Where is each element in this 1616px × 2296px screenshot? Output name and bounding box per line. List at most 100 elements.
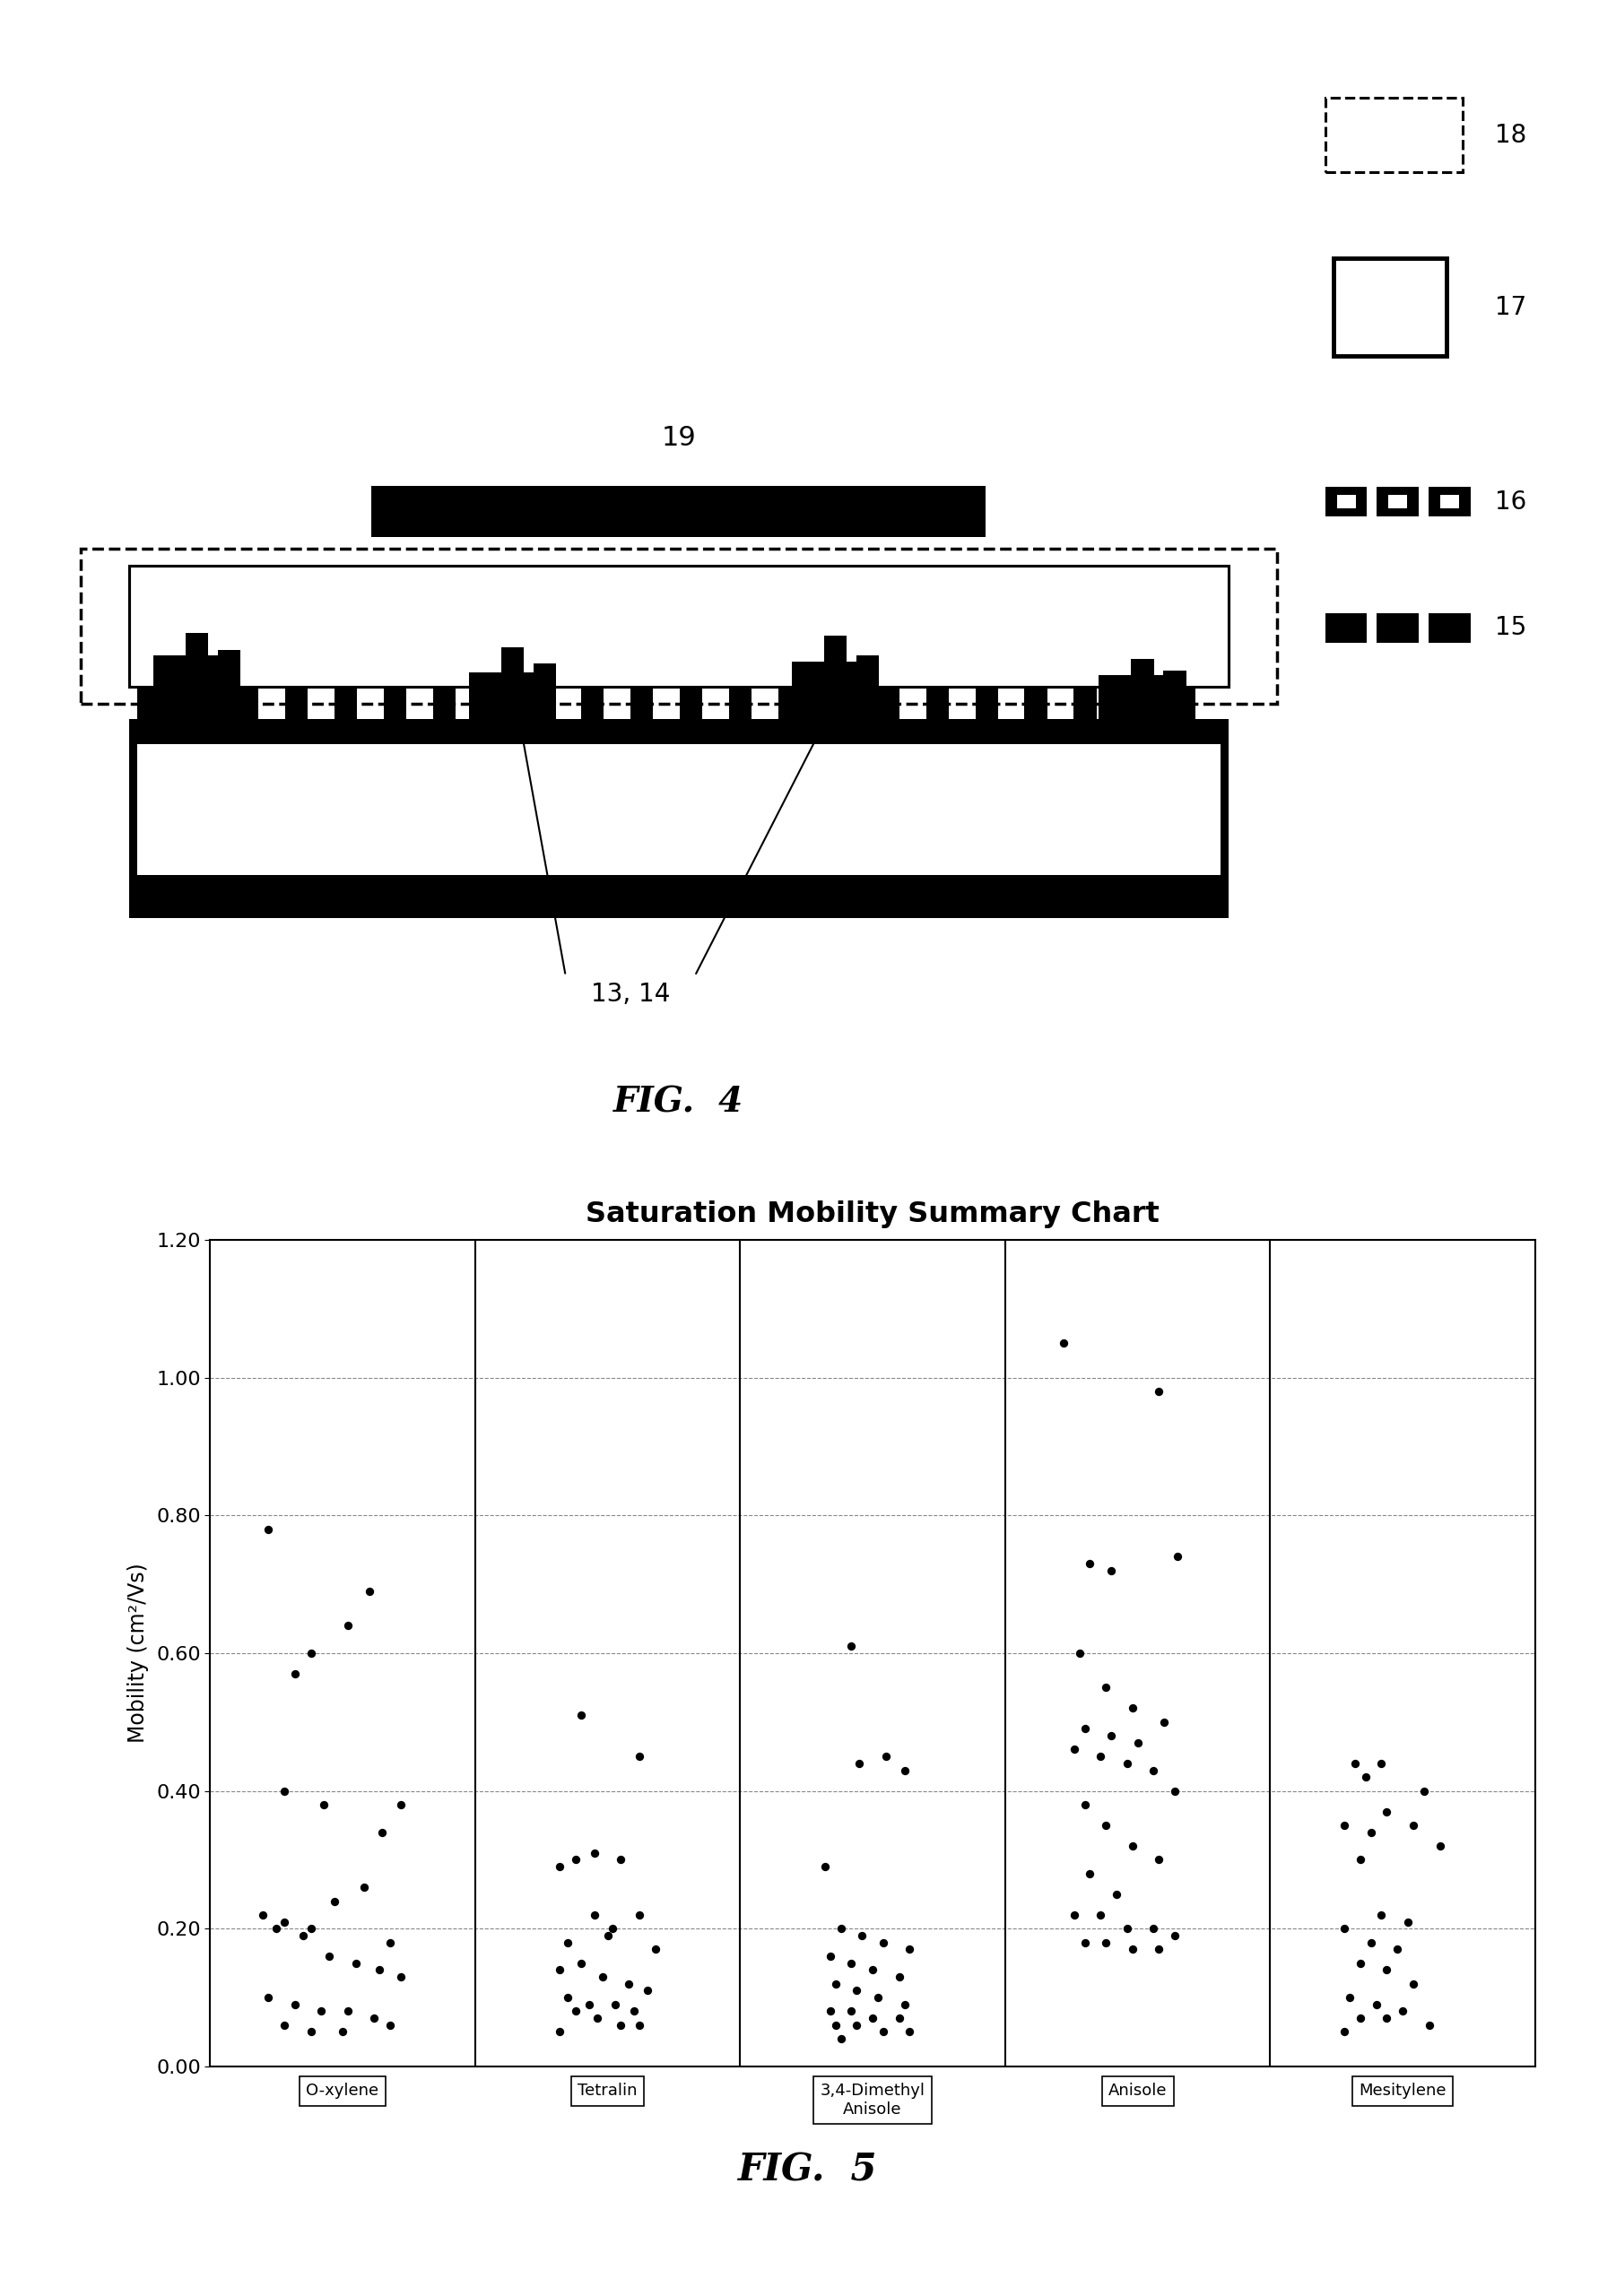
Bar [385, 687, 407, 719]
Bar [1099, 675, 1186, 719]
Point [1099, 1552, 1125, 1589]
Point [608, 1841, 633, 1878]
Bar [335, 687, 357, 719]
Point [1141, 1752, 1167, 1789]
Point [378, 1924, 404, 1961]
Bar [501, 647, 524, 719]
Bar [1025, 687, 1047, 719]
Bar [187, 687, 210, 719]
Bar [218, 650, 241, 719]
Bar [532, 687, 554, 719]
Point [317, 1938, 343, 1975]
Bar [926, 687, 949, 719]
Point [546, 2014, 572, 2050]
Point [860, 1952, 886, 1988]
Point [281, 1986, 307, 2023]
Point [897, 2014, 923, 2050]
Point [582, 1896, 608, 1933]
Bar [976, 687, 997, 719]
Point [1120, 1931, 1146, 1968]
Point [554, 1924, 580, 1961]
Point [839, 1628, 865, 1665]
Text: 19: 19 [661, 425, 696, 450]
Bar [680, 687, 703, 719]
Bar [483, 687, 506, 719]
Point [1348, 1841, 1374, 1878]
Point [1374, 2000, 1399, 2037]
Point [603, 1986, 629, 2023]
Point [818, 1938, 844, 1975]
Bar [1025, 687, 1047, 719]
Point [1416, 2007, 1441, 2043]
Point [378, 2007, 404, 2043]
Point [546, 1848, 572, 1885]
Bar [1131, 659, 1154, 719]
Point [1162, 1917, 1188, 1954]
Point [297, 2014, 323, 2050]
Title: Saturation Mobility Summary Chart: Saturation Mobility Summary Chart [585, 1201, 1160, 1228]
Point [1088, 1896, 1113, 1933]
Point [1411, 1773, 1437, 1809]
Point [823, 1965, 848, 2002]
Bar [1131, 659, 1154, 719]
Point [367, 1952, 393, 1988]
Point [1385, 1931, 1411, 1968]
Point [1092, 1807, 1118, 1844]
Point [554, 1979, 580, 2016]
Point [1341, 1745, 1367, 1782]
Point [1120, 1690, 1146, 1727]
Point [827, 2020, 853, 2057]
Bar [433, 687, 456, 719]
Point [811, 1848, 837, 1885]
Bar [792, 661, 814, 719]
Bar [1172, 687, 1194, 719]
Text: 17: 17 [1495, 296, 1527, 319]
Point [595, 1917, 621, 1954]
Bar [779, 687, 802, 719]
Bar [187, 687, 210, 719]
Bar [1440, 496, 1459, 507]
Point [1050, 1325, 1076, 1362]
Bar [335, 687, 357, 719]
Bar [385, 687, 407, 719]
Bar [129, 567, 1228, 687]
Point [1120, 1828, 1146, 1864]
Point [562, 1993, 588, 2030]
Bar [1164, 670, 1186, 719]
Point [356, 1573, 381, 1609]
Point [823, 2007, 848, 2043]
Bar [1325, 96, 1462, 172]
Point [1071, 1924, 1097, 1961]
Bar [827, 687, 850, 719]
Point [1067, 1635, 1092, 1671]
Text: 15: 15 [1495, 615, 1527, 641]
Point [1146, 1931, 1172, 1968]
Bar [469, 673, 556, 719]
Bar [154, 654, 241, 719]
Point [848, 1917, 874, 1954]
Bar [154, 654, 176, 719]
Bar [129, 719, 1228, 744]
Point [1357, 1924, 1383, 1961]
Bar [186, 631, 208, 719]
Point [255, 1511, 281, 1548]
Bar [1099, 675, 1122, 719]
Point [309, 1993, 335, 2030]
Point [839, 1993, 865, 2030]
Point [627, 1738, 653, 1775]
Point [1395, 1903, 1420, 1940]
Point [621, 1993, 646, 2030]
Bar [856, 654, 879, 719]
Point [1374, 1793, 1399, 1830]
Point [569, 1697, 595, 1733]
Bar [133, 567, 1225, 687]
Point [263, 1910, 289, 1947]
Point [335, 1607, 360, 1644]
Point [1332, 1807, 1357, 1844]
Bar [1333, 259, 1446, 356]
Bar [186, 631, 208, 719]
Point [1374, 1952, 1399, 1988]
Point [582, 1835, 608, 1871]
Bar [1099, 675, 1122, 719]
Point [643, 1931, 669, 1968]
